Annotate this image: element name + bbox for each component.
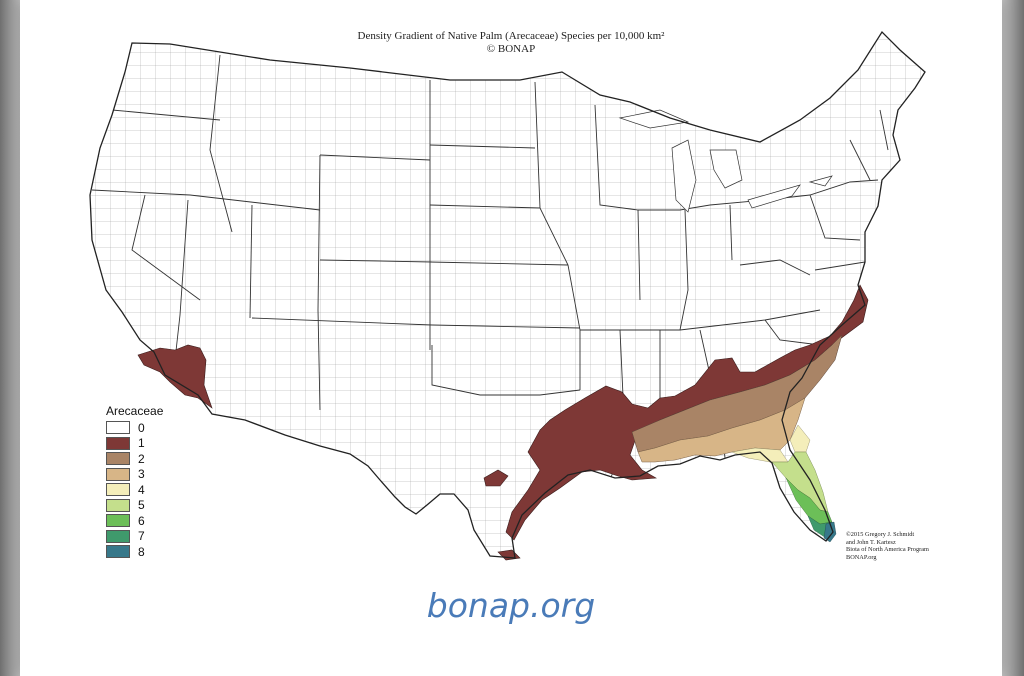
credit-line-1: ©2015 Gregory J. Schmidt	[846, 531, 915, 538]
map-title: Density Gradient of Native Palm (Arecace…	[20, 30, 1002, 56]
legend-swatch	[106, 421, 130, 435]
legend-item: 8	[106, 544, 163, 560]
density-6-regions	[785, 477, 833, 525]
title-line-2: © BONAP	[486, 43, 536, 55]
legend-swatch	[106, 483, 130, 497]
right-photo-edge	[1002, 0, 1024, 676]
legend-swatch	[106, 467, 130, 481]
legend-label: 2	[138, 451, 145, 466]
legend-item: 0	[106, 420, 163, 436]
legend-swatch	[106, 514, 130, 528]
legend-label: 5	[138, 498, 145, 513]
legend-label: 7	[138, 529, 145, 544]
us-density-map	[89, 31, 926, 561]
legend-swatch	[106, 436, 130, 450]
legend-item: 5	[106, 498, 163, 514]
legend-item: 6	[106, 513, 163, 529]
legend-item: 4	[106, 482, 163, 498]
legend-label: 1	[138, 436, 145, 451]
density-8-regions	[823, 521, 837, 543]
left-photo-edge	[0, 0, 20, 676]
map-card: Density Gradient of Native Palm (Arecace…	[20, 0, 1002, 676]
great-lakes	[618, 109, 833, 213]
credit-line-3: Biota of North America Program	[846, 546, 929, 553]
legend-item: 7	[106, 529, 163, 545]
credit-block: ©2015 Gregory J. Schmidt and John T. Kar…	[846, 531, 929, 561]
legend-swatch	[106, 498, 130, 512]
legend-label: 6	[138, 513, 145, 528]
legend-title: Arecaceae	[106, 404, 164, 418]
state-boundaries	[91, 54, 889, 481]
legend-label: 0	[138, 420, 145, 435]
credit-line-4: BONAP.org	[846, 553, 877, 561]
source-watermark: bonap.org	[426, 586, 596, 625]
legend-swatch	[106, 452, 130, 466]
legend-label: 4	[138, 482, 145, 497]
legend-label: 8	[138, 544, 145, 559]
title-line-1: Density Gradient of Native Palm (Arecace…	[357, 30, 665, 42]
legend-swatch	[106, 545, 130, 559]
legend-item: 3	[106, 467, 163, 483]
credit-line-2: and John T. Kartesz	[846, 538, 896, 546]
density-4-regions	[731, 424, 811, 463]
legend-item: 2	[106, 451, 163, 467]
legend-label: 3	[138, 467, 145, 482]
legend-item: 1	[106, 436, 163, 452]
legend-swatch	[106, 529, 130, 543]
